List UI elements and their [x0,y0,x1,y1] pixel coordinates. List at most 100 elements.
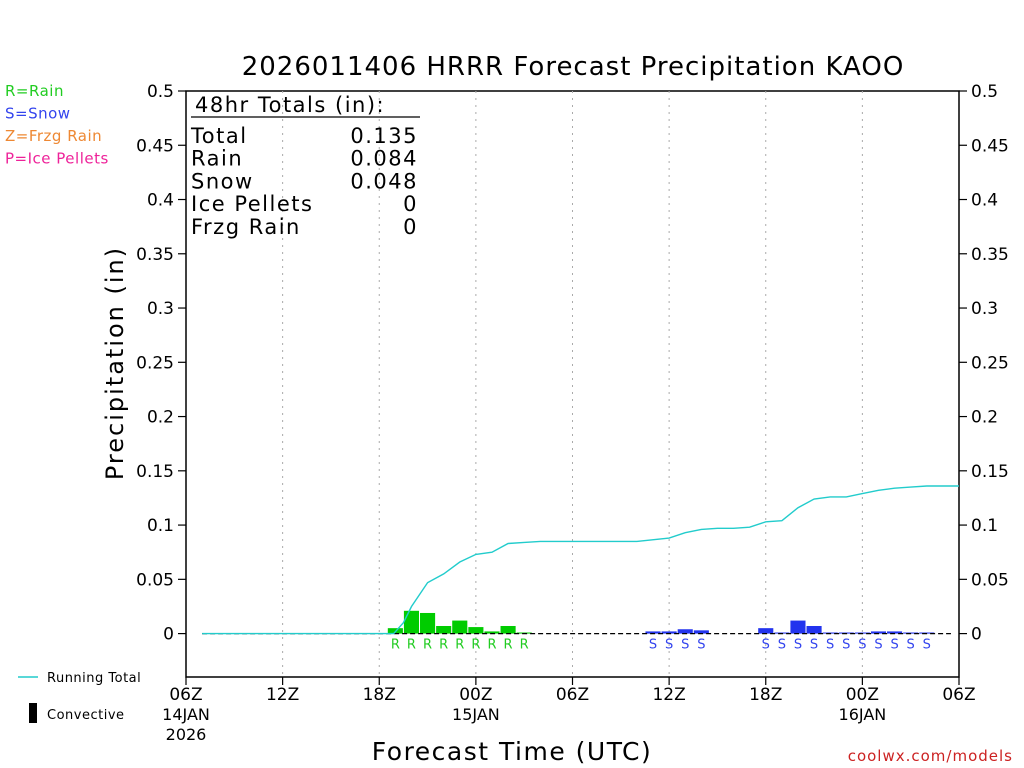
running-total-line [202,485,959,635]
y-axis-label: Precipitation (in) [101,246,129,480]
precip-type-label: S [810,638,818,653]
y-tick-label-right: 0.05 [971,570,1009,590]
precip-bar [452,620,468,634]
precip-legend-item: P=Ice Pellets [5,150,109,168]
totals-row-value: 0.084 [350,147,418,171]
y-tick-label: 0.5 [147,82,174,102]
precip-type-label: R [471,638,480,653]
precip-bar [758,628,774,634]
x-tick-label: 18Z [749,685,782,705]
totals-row-value: 0.135 [350,124,418,148]
x-tick-label: 12Z [266,685,299,705]
y-tick-label: 0.2 [147,408,174,428]
x-tick-label: 00Z [846,685,879,705]
totals-row-value: 0 [403,215,418,239]
precip-type-label: S [923,638,931,653]
precip-type-label: S [890,638,898,653]
precip-type-label: S [649,638,657,653]
precip-bar [806,625,822,634]
precip-bar [403,610,420,634]
chart-title: 2026011406 HRRR Forecast Precipitation K… [242,52,905,82]
x-tick-label: 06Z [942,685,975,705]
x-axis-label: Forecast Time (UTC) [372,737,652,766]
precip-bar [693,630,709,634]
y-tick-label: 0.4 [147,191,174,211]
y-axis-left: 0 0.05 0.1 0.15 0.2 0.25 0.3 0.35 0.4 0.45 0.5 [136,82,186,645]
x-tick-label: 12Z [652,685,685,705]
precip-type-label: S [762,638,770,653]
precip-type-label: R [407,638,416,653]
precip-type-label: R [455,638,464,653]
precip-bar [436,625,452,634]
watermark: coolwx.com/models [848,747,1013,765]
precip-type-label: S [842,638,850,653]
precip-bar [870,631,887,634]
precip-legend-item: Z=Frzg Rain [5,127,102,145]
running-total-legend-label: Running Total [47,671,141,686]
totals-row-label: Snow [191,169,254,193]
precip-type-label: R [504,638,513,653]
convective-legend-label: Convective [47,708,125,723]
precip-bar [484,631,500,634]
x-tick-year: 2026 [166,725,207,744]
precip-type-label: R [423,638,432,653]
precip-type-label: S [778,638,786,653]
y-tick-label-right: 0.25 [971,353,1009,373]
y-tick-label-right: 0.1 [971,516,998,536]
y-tick-label: 0.15 [136,462,174,482]
convective-legend-swatch [29,703,37,723]
precip-bar [790,620,806,634]
y-tick-label: 0 [163,625,174,645]
x-tick-date: 16JAN [839,705,887,724]
precip-type-label: S [681,638,689,653]
precip-legend-item: R=Rain [5,82,64,100]
y-tick-label: 0.05 [136,570,174,590]
precip-type-label: S [907,638,915,653]
y-tick-label: 0.35 [136,245,174,265]
precip-bar [468,627,484,634]
y-tick-label: 0.45 [136,136,174,156]
y-tick-label-right: 0.3 [971,299,998,319]
precip-bar [887,631,903,634]
precip-type-legend: R=Rain S=Snow Z=Frzg Rain P=Ice Pellets [5,82,109,168]
series-legend: Running Total Convective [18,671,141,723]
x-tick-date: 14JAN [162,705,210,724]
y-axis-right: 0 0.05 0.1 0.15 0.2 0.25 0.3 0.35 0.4 0.45 0.5 [959,82,1009,645]
totals-row-value: 0.048 [350,169,418,193]
precip-type-label: R [520,638,529,653]
x-tick-label: 00Z [459,685,492,705]
y-tick-label: 0.3 [147,299,174,319]
totals-row-label: Frzg Rain [191,215,301,239]
precip-type-label: R [391,638,400,653]
precip-bar [420,612,436,634]
precip-type-label: S [665,638,673,653]
totals-row-label: Rain [191,147,243,171]
y-tick-label-right: 0 [971,625,982,645]
totals-row-label: Total [190,124,248,148]
y-tick-label-right: 0.5 [971,82,998,102]
x-tick-label: 18Z [363,685,396,705]
y-tick-label-right: 0.45 [971,136,1009,156]
precip-type-label: S [697,638,705,653]
y-tick-label-right: 0.2 [971,408,998,428]
precip-legend-item: S=Snow [5,105,71,123]
precip-type-label: S [826,638,834,653]
precip-bars [387,610,935,634]
precip-type-label: R [439,638,448,653]
precip-type-label: S [858,638,866,653]
y-tick-label: 0.1 [147,516,174,536]
totals-row-label: Ice Pellets [191,192,313,216]
x-tick-label: 06Z [169,685,202,705]
precip-type-label: R [487,638,496,653]
y-tick-label-right: 0.35 [971,245,1009,265]
running-total-series [202,485,959,635]
y-tick-label: 0.25 [136,353,174,373]
y-tick-label-right: 0.15 [971,462,1009,482]
y-tick-label-right: 0.4 [971,191,998,211]
precip-bar [645,631,661,634]
x-tick-date: 15JAN [452,705,500,724]
totals-box: 48hr Totals (in): Total 0.135 Rain 0.084 Sno… [190,93,420,239]
